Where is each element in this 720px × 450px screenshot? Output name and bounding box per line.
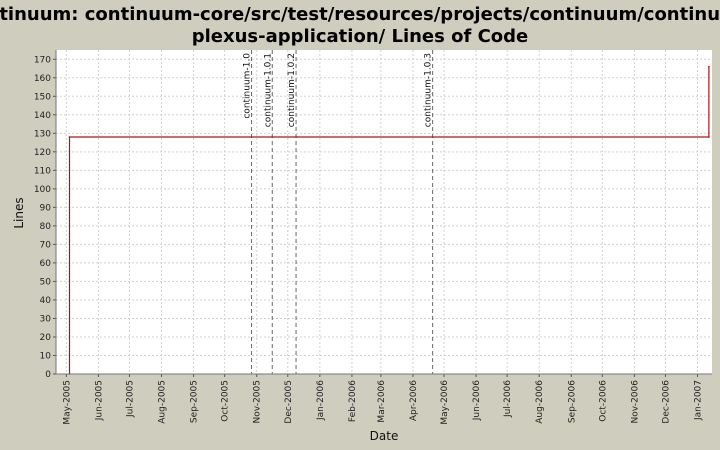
- y-tick-label: 150: [34, 92, 51, 102]
- grid-lines: [56, 50, 712, 375]
- x-tick-label: Sep-2006: [567, 380, 577, 423]
- x-tick-label: Apr-2006: [409, 380, 419, 421]
- release-markers: continuum-1.0 continuum-1.0.1 continuum-1.…: [243, 50, 434, 374]
- release-marker-label: continuum-1.0.1: [263, 53, 273, 127]
- chart-title-line-1: Continuum: continuum-core/src/test/resou…: [0, 4, 720, 25]
- x-tick-label: Sep-2005: [190, 380, 200, 423]
- y-tick-label: 60: [40, 259, 52, 269]
- x-tick-label: Jun-2006: [472, 380, 482, 421]
- y-tick-label: 30: [40, 314, 52, 324]
- x-tick-label: May-2005: [62, 380, 72, 425]
- y-tick-label: 90: [40, 203, 52, 213]
- plot-area: [56, 50, 712, 374]
- y-tick-label: 20: [40, 333, 52, 343]
- y-tick-label: 50: [40, 277, 52, 287]
- x-tick-label: Jun-2005: [94, 380, 104, 421]
- x-tick-label: Dec-2006: [661, 380, 671, 424]
- x-axis-label: Date: [370, 429, 399, 443]
- x-tick-label: May-2006: [440, 380, 450, 425]
- y-tick-label: 100: [34, 185, 51, 195]
- y-tick-label: 80: [40, 222, 52, 232]
- x-tick-label: Jul-2005: [125, 380, 135, 418]
- chart-title-line-2: plexus-application/ Lines of Code: [192, 26, 529, 47]
- axes: 0 10 20 30 40 50 60 70 80 90 100 110 120 130 140 150 160…: [34, 50, 712, 425]
- y-tick-label: 160: [34, 74, 51, 84]
- x-tick-label: Jan-2007: [694, 380, 704, 421]
- data-point: [708, 65, 710, 68]
- x-tick-label: Jul-2006: [503, 380, 513, 418]
- y-tick-label: 0: [45, 370, 51, 380]
- y-tick-label: 120: [34, 148, 51, 158]
- data-point: [708, 136, 710, 138]
- y-tick-label: 10: [40, 351, 52, 361]
- y-tick-label: 110: [34, 166, 51, 176]
- x-tick-label: Jan-2006: [316, 380, 326, 421]
- y-tick-label: 140: [34, 111, 51, 121]
- x-tick-label: Oct-2005: [221, 380, 231, 422]
- x-tick-label: Aug-2005: [158, 380, 168, 424]
- release-marker-label: continuum-1.0: [243, 53, 253, 119]
- y-axis-label: Lines: [12, 197, 26, 228]
- y-tick-label: 130: [34, 129, 51, 139]
- y-tick-label: 170: [34, 55, 51, 65]
- release-marker-label: continuum-1.0.2: [287, 53, 297, 127]
- data-point: [68, 136, 71, 138]
- x-tick-label: Mar-2006: [377, 380, 387, 423]
- y-tick-label: 70: [40, 240, 52, 250]
- y-tick-label: 40: [40, 296, 52, 306]
- release-marker-label: continuum-1.0.3: [424, 53, 434, 127]
- lines-of-code-series: [68, 66, 710, 374]
- x-tick-label: Nov-2006: [630, 380, 640, 424]
- x-tick-label: Nov-2005: [253, 380, 263, 423]
- x-tick-label: Feb-2006: [348, 380, 358, 422]
- x-tick-label: Aug-2006: [535, 380, 545, 424]
- x-tick-label: Dec-2005: [284, 380, 294, 424]
- x-tick-label: Oct-2006: [598, 380, 608, 422]
